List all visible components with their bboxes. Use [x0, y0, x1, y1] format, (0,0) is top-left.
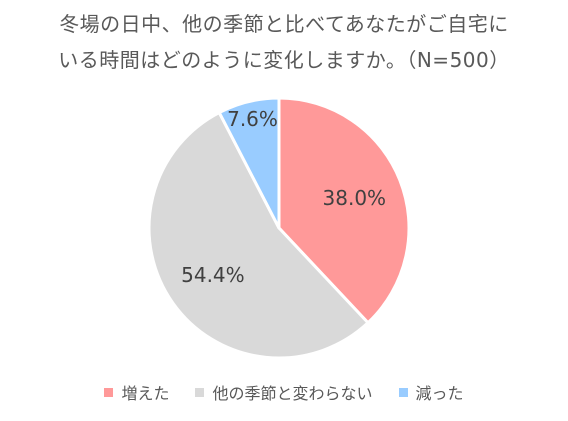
- data-label-unchanged: 54.4%: [181, 263, 245, 287]
- legend-swatch-unchanged: [195, 387, 205, 397]
- chart-title-line-1: 冬場の日中、他の季節と比べてあなたがご自宅に: [59, 12, 509, 36]
- data-label-decreased: 7.6%: [227, 107, 278, 131]
- legend-item-decreased: 減った: [398, 380, 464, 404]
- chart-title-line-2: いる時間はどのように変化しますか。（N=500）: [58, 48, 510, 72]
- chart-title: 冬場の日中、他の季節と比べてあなたがご自宅に いる時間はどのように変化しますか。…: [0, 6, 568, 78]
- legend-swatch-decreased: [398, 387, 408, 397]
- chart-legend: 増えた 他の季節と変わらない 減った: [0, 380, 568, 404]
- legend-item-increased: 増えた: [104, 380, 169, 404]
- legend-item-unchanged: 他の季節と変わらない: [195, 380, 373, 404]
- pie-slices: [147, 96, 411, 360]
- pie-slice-decreased: [217, 96, 281, 230]
- legend-label-unchanged: 他の季節と変わらない: [212, 384, 373, 403]
- legend-label-increased: 増えた: [121, 384, 170, 403]
- pie-slice-increased: [277, 96, 411, 325]
- data-label-increased: 38.0%: [323, 186, 387, 210]
- pie-slice-unchanged: [147, 111, 370, 360]
- pie-data-labels: 38.0% 54.4% 7.6%: [181, 107, 386, 287]
- legend-label-decreased: 減った: [415, 384, 464, 403]
- legend-swatch-increased: [104, 387, 114, 397]
